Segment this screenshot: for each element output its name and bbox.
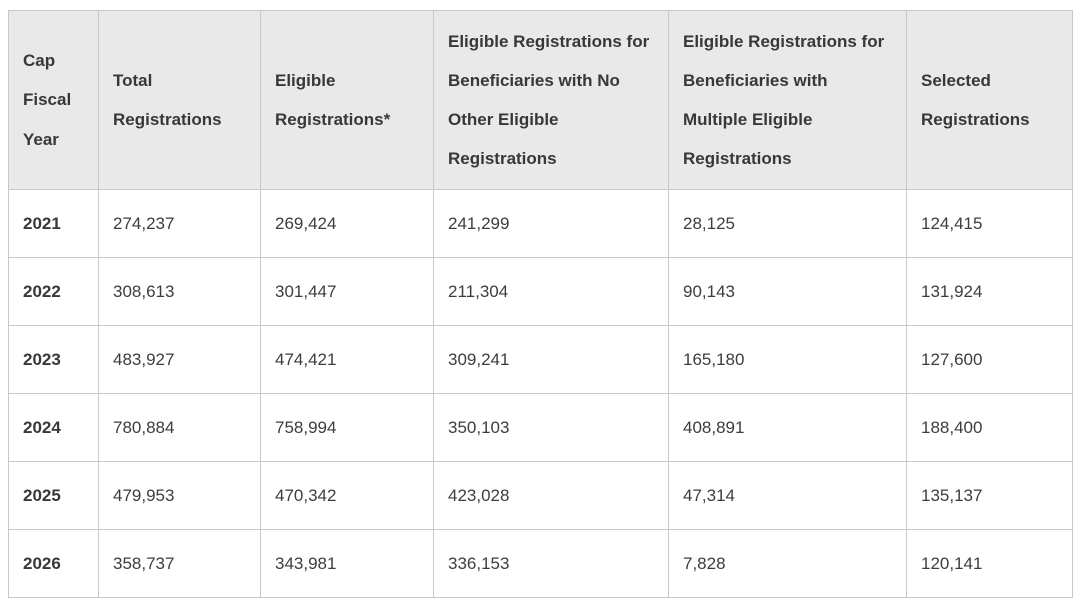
column-header-total-registrations: Total Registrations <box>98 10 261 190</box>
row-year: 2026 <box>8 529 99 598</box>
table-row: 2025 479,953 470,342 423,028 47,314 135,… <box>8 461 1073 530</box>
table-row: 2021 274,237 269,424 241,299 28,125 124,… <box>8 189 1073 258</box>
column-header-no-other-eligible: Eligible Registrations for Beneficiaries… <box>433 10 669 190</box>
table-row: 2024 780,884 758,994 350,103 408,891 188… <box>8 393 1073 462</box>
cell-no-other-eligible: 423,028 <box>433 461 669 530</box>
row-year: 2025 <box>8 461 99 530</box>
cell-no-other-eligible: 309,241 <box>433 325 669 394</box>
cell-multiple-eligible: 47,314 <box>668 461 907 530</box>
table-row: 2022 308,613 301,447 211,304 90,143 131,… <box>8 257 1073 326</box>
row-year: 2023 <box>8 325 99 394</box>
row-year: 2022 <box>8 257 99 326</box>
cell-eligible-registrations: 343,981 <box>260 529 434 598</box>
cell-no-other-eligible: 241,299 <box>433 189 669 258</box>
column-header-multiple-eligible: Eligible Registrations for Beneficiaries… <box>668 10 907 190</box>
cell-selected-registrations: 131,924 <box>906 257 1073 326</box>
cell-total-registrations: 308,613 <box>98 257 261 326</box>
cell-no-other-eligible: 350,103 <box>433 393 669 462</box>
header-row: Cap Fiscal Year Total Registrations Elig… <box>8 10 1073 190</box>
cell-multiple-eligible: 28,125 <box>668 189 907 258</box>
registrations-table: Cap Fiscal Year Total Registrations Elig… <box>8 10 1073 598</box>
column-header-eligible-registrations: Eligible Registrations* <box>260 10 434 190</box>
cell-total-registrations: 483,927 <box>98 325 261 394</box>
column-header-cap-fiscal-year: Cap Fiscal Year <box>8 10 99 190</box>
table-header: Cap Fiscal Year Total Registrations Elig… <box>8 10 1073 190</box>
cell-multiple-eligible: 90,143 <box>668 257 907 326</box>
cell-total-registrations: 780,884 <box>98 393 261 462</box>
cell-selected-registrations: 135,137 <box>906 461 1073 530</box>
cell-no-other-eligible: 336,153 <box>433 529 669 598</box>
cell-eligible-registrations: 301,447 <box>260 257 434 326</box>
cell-total-registrations: 479,953 <box>98 461 261 530</box>
cell-multiple-eligible: 408,891 <box>668 393 907 462</box>
table-row: 2026 358,737 343,981 336,153 7,828 120,1… <box>8 529 1073 598</box>
row-year: 2021 <box>8 189 99 258</box>
cell-selected-registrations: 127,600 <box>906 325 1073 394</box>
cell-eligible-registrations: 269,424 <box>260 189 434 258</box>
row-year: 2024 <box>8 393 99 462</box>
cell-selected-registrations: 124,415 <box>906 189 1073 258</box>
cell-eligible-registrations: 758,994 <box>260 393 434 462</box>
cell-no-other-eligible: 211,304 <box>433 257 669 326</box>
column-header-selected-registrations: Selected Registrations <box>906 10 1073 190</box>
cell-total-registrations: 358,737 <box>98 529 261 598</box>
cell-selected-registrations: 120,141 <box>906 529 1073 598</box>
table-body: 2021 274,237 269,424 241,299 28,125 124,… <box>8 189 1073 598</box>
cell-total-registrations: 274,237 <box>98 189 261 258</box>
cell-eligible-registrations: 474,421 <box>260 325 434 394</box>
cell-selected-registrations: 188,400 <box>906 393 1073 462</box>
cell-eligible-registrations: 470,342 <box>260 461 434 530</box>
cell-multiple-eligible: 165,180 <box>668 325 907 394</box>
table-row: 2023 483,927 474,421 309,241 165,180 127… <box>8 325 1073 394</box>
cell-multiple-eligible: 7,828 <box>668 529 907 598</box>
